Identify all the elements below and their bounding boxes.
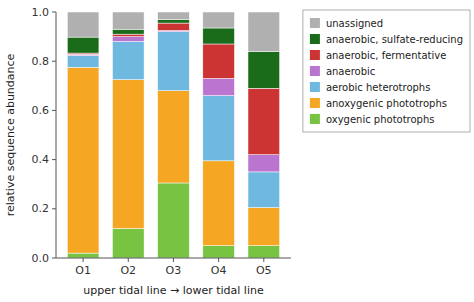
y-axis-line: [56, 12, 57, 258]
bars: [67, 12, 279, 258]
bar-segment: [67, 67, 99, 253]
bar-segment: [158, 12, 190, 19]
bar-segment: [203, 246, 235, 258]
bar-segment: [203, 161, 235, 246]
y-tick-label: 0.8: [32, 55, 50, 68]
y-tick: [52, 258, 56, 259]
bar-segment: [158, 183, 190, 258]
legend-label: oxygenic phototrophs: [326, 114, 435, 125]
legend-label: anaerobic, fermentative: [326, 50, 446, 61]
bar-segment: [203, 78, 235, 95]
x-tick-label: O3: [166, 264, 182, 277]
bar-segment: [203, 12, 235, 28]
legend-swatch: [310, 50, 320, 60]
legend-swatch: [310, 114, 320, 124]
bar-segment: [112, 37, 144, 42]
bar-segment: [112, 228, 144, 258]
bar-segment: [67, 56, 99, 68]
legend-swatch: [310, 18, 320, 28]
x-tick: [263, 258, 264, 262]
bar-segment: [158, 19, 190, 23]
bar-segment: [67, 253, 99, 258]
x-tick-label: O4: [211, 264, 227, 277]
x-tick-label: O2: [120, 264, 136, 277]
legend-label: anaerobic, sulfate-reducing: [326, 34, 463, 45]
y-tick-label: 0.4: [32, 153, 50, 166]
bar-segment: [248, 12, 280, 51]
x-tick: [128, 258, 129, 262]
x-tick: [83, 258, 84, 262]
x-axis-label: upper tidal line → lower tidal line: [83, 284, 264, 297]
bar-segment: [248, 51, 280, 88]
bar-segment: [248, 246, 280, 258]
bar-segment: [203, 44, 235, 78]
bar-segment: [248, 155, 280, 172]
legend-swatch: [310, 82, 320, 92]
legend-label: anaerobic: [326, 66, 375, 77]
y-tick: [52, 208, 56, 209]
x-tick: [173, 258, 174, 262]
legend-swatch: [310, 98, 320, 108]
legend-frame: [303, 10, 470, 132]
bar-segment: [158, 91, 190, 183]
y-tick-label: 1.0: [32, 6, 50, 19]
bar-segment: [203, 28, 235, 44]
y-tick-label: 0.0: [32, 252, 50, 265]
legend-swatch: [310, 66, 320, 76]
bar-segment: [158, 32, 190, 91]
bar-segment: [248, 172, 280, 208]
x-tick: [218, 258, 219, 262]
x-axis: O1 O2 O3 O4 O5: [56, 258, 291, 277]
chart: unassigned anaerobic, sulfate-reducing ana…: [0, 0, 474, 302]
bar-segment: [248, 208, 280, 246]
y-axis-label: relative sequence abundance: [4, 53, 17, 216]
y-tick: [52, 12, 56, 13]
bar-segment: [112, 29, 144, 34]
bar-segment: [67, 12, 99, 37]
bar-segment: [112, 34, 144, 36]
y-tick-label: 0.6: [32, 104, 50, 117]
y-tick: [52, 61, 56, 62]
legend-label: anoxygenic phototrophs: [326, 98, 447, 109]
x-tick-label: O5: [256, 264, 272, 277]
bar-segment: [203, 96, 235, 161]
legend-label: unassigned: [326, 18, 383, 29]
y-tick: [52, 159, 56, 160]
bar-segment: [67, 37, 99, 53]
legend: unassigned anaerobic, sulfate-reducing ana…: [303, 10, 470, 132]
legend-label: aerobic heterotrophs: [326, 82, 431, 93]
y-tick-label: 0.2: [32, 202, 50, 215]
y-axis: 0.0 0.2 0.4 0.6 0.8 1.0: [32, 6, 57, 265]
bar-segment: [112, 42, 144, 80]
x-tick-label: O1: [75, 264, 91, 277]
bar-segment: [112, 12, 144, 29]
bar-segment: [248, 88, 280, 154]
y-tick: [52, 110, 56, 111]
bar-segment: [158, 23, 190, 30]
legend-swatch: [310, 34, 320, 44]
bar-segment: [112, 80, 144, 229]
